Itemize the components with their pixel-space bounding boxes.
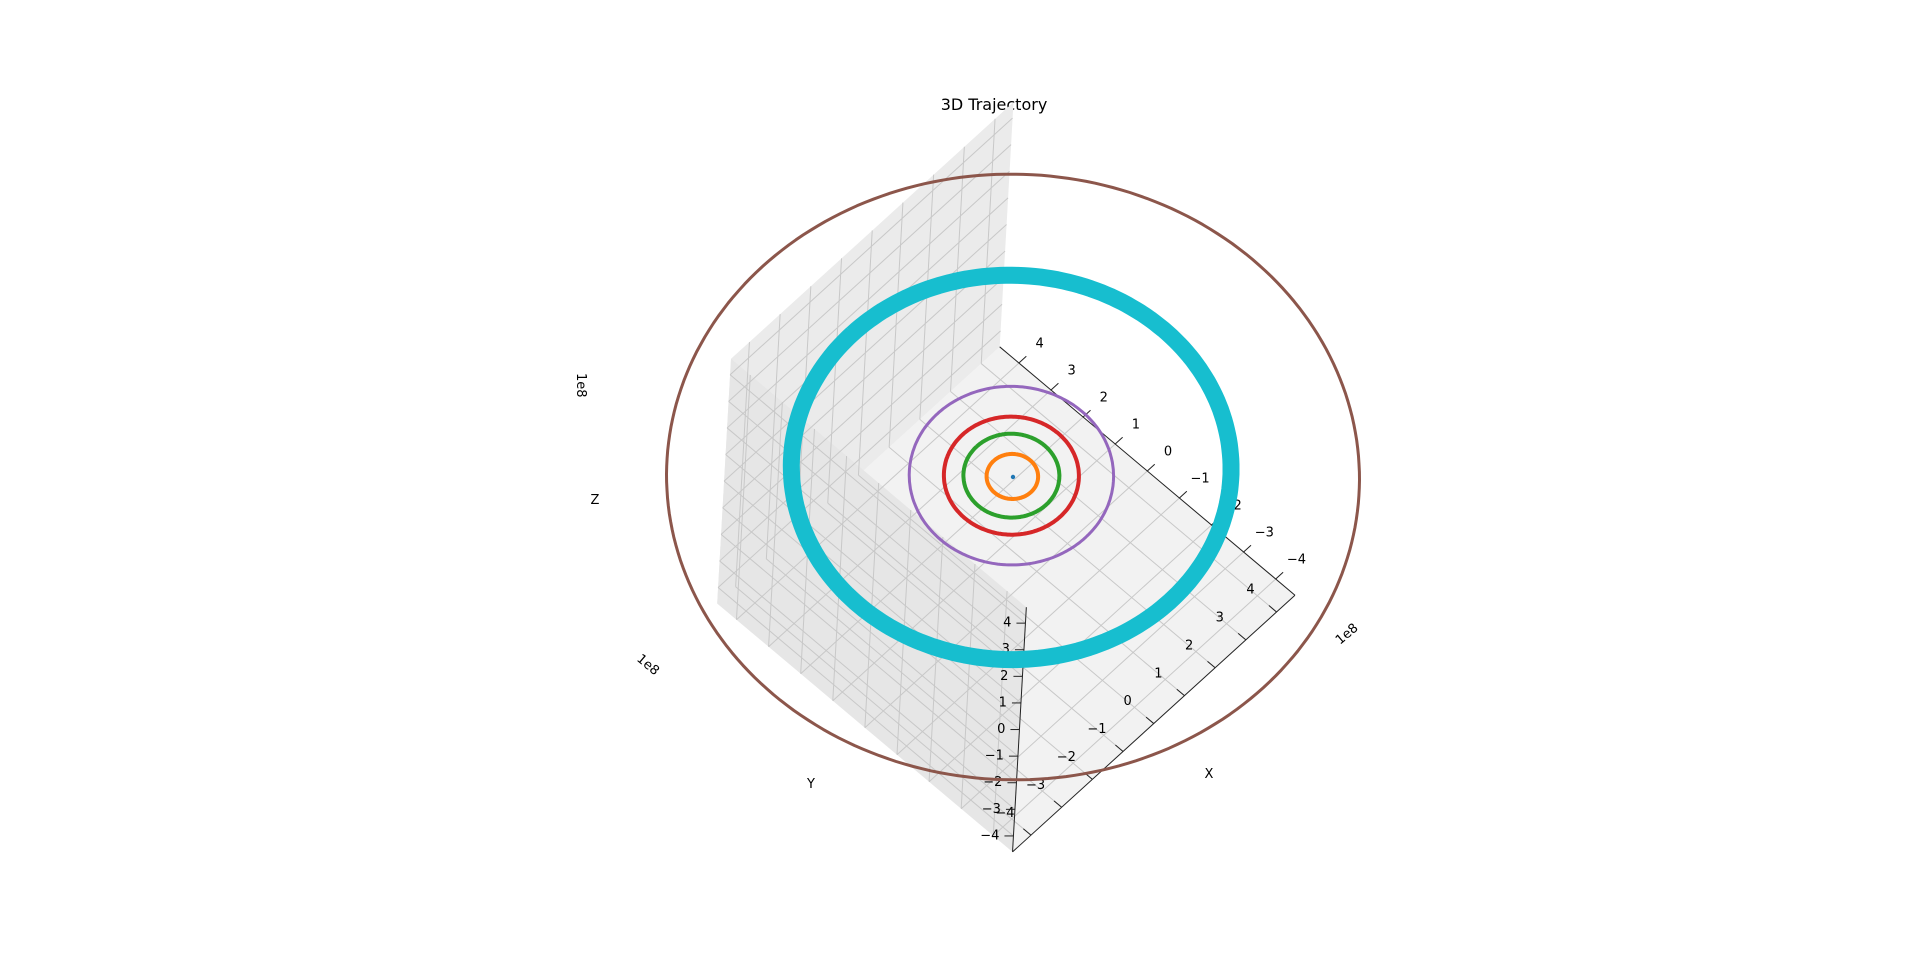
floor-gridline — [832, 443, 1116, 702]
z-axis-offset-text: 1e8 — [573, 373, 588, 398]
floor-gridline — [800, 416, 1084, 675]
floor-gridline — [888, 446, 1185, 697]
wall-gridline — [726, 427, 1023, 677]
orbit-central-point — [1010, 474, 1016, 480]
y-tick — [1053, 800, 1062, 808]
orbit-line — [984, 451, 1041, 501]
x-tick — [1018, 355, 1027, 364]
x-tick-label: 1 — [1132, 418, 1140, 433]
x-tick — [1275, 571, 1284, 580]
y-tick — [1145, 716, 1155, 724]
y-tick-label: −2 — [1057, 750, 1076, 765]
floor-gridline — [950, 391, 1247, 641]
y-tick — [1207, 660, 1216, 669]
wall-gridline — [768, 401, 783, 647]
y-axis-offset-text: 1e8 — [633, 652, 661, 679]
z-axis-label: Z — [591, 493, 600, 508]
x-tick — [1114, 436, 1123, 445]
z-tick-label: 1 — [999, 695, 1007, 710]
x-tick-label: 2 — [1100, 391, 1108, 406]
wall-gridline — [728, 144, 1012, 402]
z-tick-label: 3 — [1002, 642, 1010, 657]
orbit-line — [907, 384, 1116, 567]
x-axis-offset-text: 1e8 — [1333, 621, 1361, 648]
wall-gridline — [735, 374, 751, 620]
x-tick — [1179, 490, 1188, 499]
y-tick — [1237, 633, 1247, 641]
floor-gridline — [858, 474, 1155, 724]
orbit-line — [941, 414, 1081, 537]
wall-gridline — [888, 202, 904, 448]
wall-gridline — [723, 224, 1007, 482]
floor-gridline — [919, 418, 1216, 669]
z-tick-label: 0 — [997, 722, 1005, 737]
z-tick-label: 4 — [1003, 616, 1011, 631]
y-tick-label: 2 — [1185, 638, 1193, 653]
y-tick-label: 4 — [1246, 583, 1254, 598]
orbit-line — [665, 172, 1361, 782]
z-tick-label: −1 — [985, 749, 1004, 764]
wall-gridline — [728, 400, 1025, 651]
wall-gridline — [729, 374, 1026, 624]
y-tick — [1022, 828, 1032, 836]
chart-title: 3D Trajectory — [941, 95, 1048, 114]
x-tick-label: 0 — [1164, 445, 1172, 460]
y-tick-label: 3 — [1216, 611, 1224, 626]
wall-gridline — [950, 146, 965, 392]
x-axis-label: X — [1205, 767, 1214, 782]
x-tick-label: 4 — [1035, 337, 1043, 352]
floor-gridline — [980, 363, 1277, 613]
axis-grid — [717, 117, 1277, 837]
wall-gridline — [729, 117, 1013, 376]
wall-gridline — [726, 170, 1010, 429]
x-tick — [1243, 544, 1252, 553]
x-tick-label: −4 — [1287, 553, 1306, 568]
y-tick — [1176, 688, 1185, 697]
x-tick-label: −1 — [1191, 472, 1210, 487]
z-tick-label: 2 — [1000, 669, 1008, 684]
x-tick — [1082, 409, 1091, 418]
x-tick-label: −3 — [1255, 526, 1274, 541]
y-tick-label: −3 — [1026, 778, 1045, 793]
x-tick — [1146, 463, 1156, 472]
series-group — [665, 172, 1361, 782]
y-tick-label: 1 — [1154, 666, 1162, 681]
floor-gridline — [736, 362, 1020, 621]
y-tick-label: −1 — [1087, 722, 1106, 737]
orbit-line — [961, 431, 1062, 520]
x-tick — [1050, 382, 1059, 391]
y-tick-label: 0 — [1124, 694, 1132, 709]
orbit-line — [782, 266, 1240, 669]
z-tick-label: −3 — [982, 802, 1001, 817]
wall-gridline — [980, 118, 996, 364]
x-tick-label: 3 — [1068, 364, 1076, 379]
y-tick — [1268, 605, 1277, 613]
y-axis-label: Y — [806, 777, 815, 792]
y-tick — [1115, 744, 1124, 752]
z-tick-label: −4 — [980, 828, 999, 843]
